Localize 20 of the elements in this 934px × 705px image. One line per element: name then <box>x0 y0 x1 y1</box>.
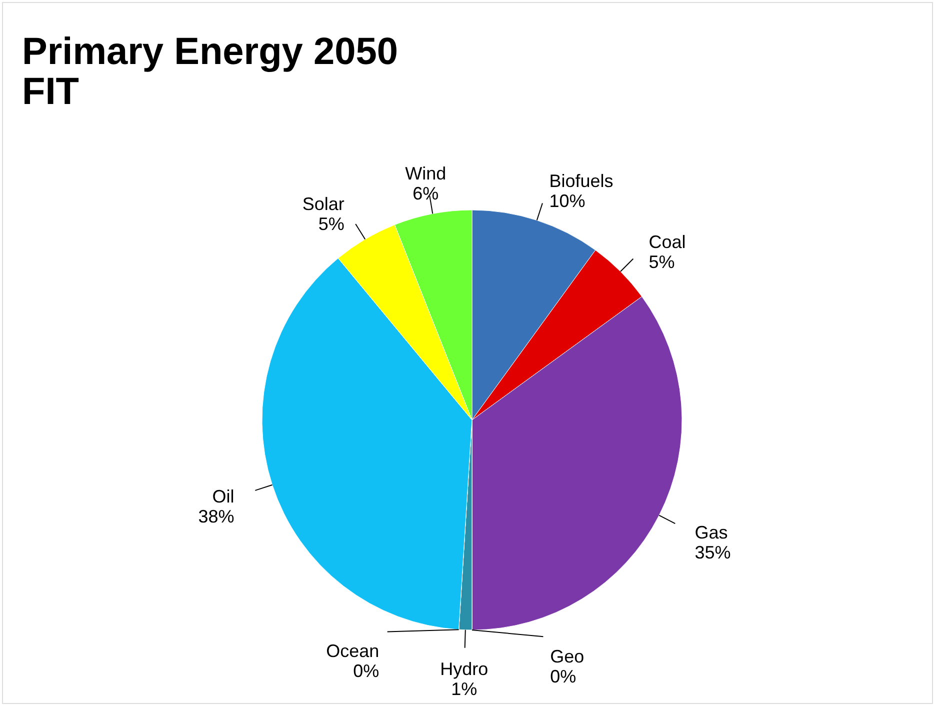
slice-label: Hydro <box>440 658 488 679</box>
text: 0% <box>353 661 380 682</box>
slice-label: Oil <box>212 486 234 506</box>
slice-label: Solar <box>302 194 344 214</box>
slice-label: Wind <box>405 163 446 184</box>
data-label: 1% <box>451 678 478 699</box>
slice-label: Gas <box>694 522 728 542</box>
data-label: 35% <box>694 542 731 562</box>
data-label: 6% <box>412 183 439 204</box>
category-label: Geo <box>550 646 584 666</box>
slice-label: Biofuels <box>549 171 614 192</box>
text: 0% <box>550 666 576 686</box>
category-label: Ocean <box>326 641 380 662</box>
chart-title: Primary Energy 2050 <box>22 31 398 73</box>
data-label: 5% <box>318 214 344 234</box>
data-label: 5% <box>648 252 675 272</box>
data-label: 10% <box>549 191 586 212</box>
chart-subtitle: FIT <box>22 71 79 113</box>
slice-label: Coal <box>648 232 686 252</box>
data-label: 38% <box>198 506 234 526</box>
